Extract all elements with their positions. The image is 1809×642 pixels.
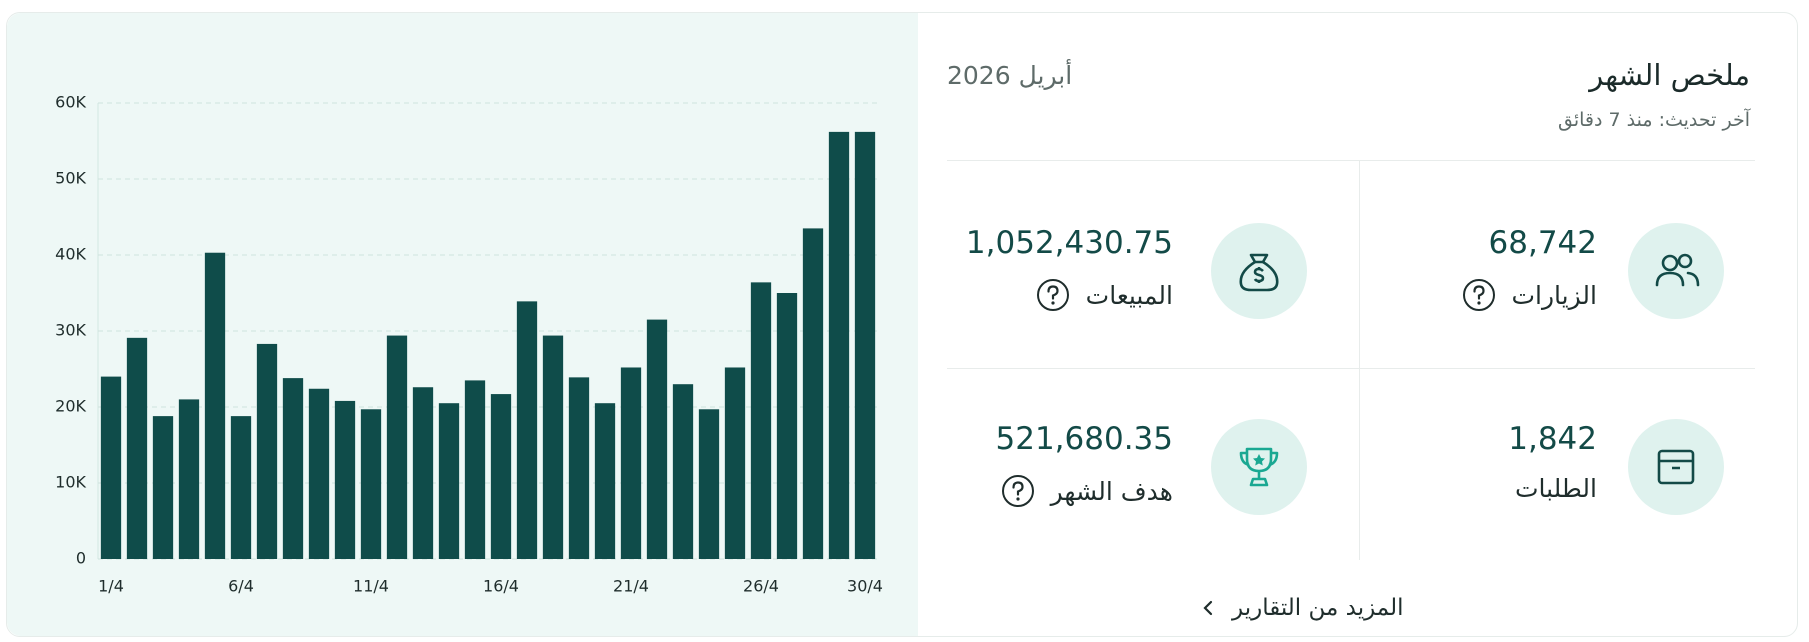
more-reports-link[interactable]: المزيد من التقارير: [1202, 595, 1404, 621]
bar: [750, 282, 772, 559]
chart: 0 10K 20K 30K 40K 50K 60K 1/4 6/4 11/4 16/4 21/4 26/…: [55, 93, 883, 596]
x-tick-label: 21/4: [613, 577, 649, 596]
moneybag-glyph: [1239, 253, 1279, 292]
bar: [386, 335, 408, 559]
bar: [724, 367, 746, 559]
y-tick-label: 60K: [55, 93, 86, 112]
box-glyph: [1657, 449, 1695, 485]
stat-value: 68,742: [1488, 225, 1597, 261]
bar: [594, 403, 616, 559]
divider: [947, 160, 1755, 161]
bar: [646, 319, 668, 559]
y-tick-label: 30K: [55, 321, 86, 340]
stat-label: الزيارات: [1462, 278, 1598, 312]
sales-icon: [1211, 223, 1307, 319]
bar: [490, 394, 512, 559]
x-tick-label: 26/4: [743, 577, 779, 596]
bar: [438, 403, 460, 559]
bar: [854, 131, 876, 559]
y-tick-label: 10K: [55, 473, 86, 492]
summary-card: 0 10K 20K 30K 40K 50K 60K 1/4 6/4 11/4 16/4 21/4 26/…: [6, 12, 1798, 637]
x-tick-label: 30/4: [847, 577, 883, 596]
bar: [568, 377, 590, 559]
period: أبريل 2026: [947, 61, 1073, 90]
stat-value: 1,842: [1508, 421, 1597, 457]
stat-value: 1,052,430.75: [965, 225, 1173, 261]
bar: [828, 131, 850, 559]
trophy-glyph: [1239, 447, 1279, 487]
bar: [698, 409, 720, 559]
chevron: [1203, 600, 1213, 616]
bar: [412, 387, 434, 559]
card-title: ملخص الشهر: [1589, 58, 1750, 92]
x-tick-label: 1/4: [98, 577, 124, 596]
y-tick-label: 20K: [55, 397, 86, 416]
stat-label-text: الزيارات: [1511, 280, 1598, 310]
bar: [100, 376, 122, 559]
help-icon[interactable]: [1001, 474, 1035, 508]
bar: [126, 337, 148, 559]
bar: [204, 252, 226, 559]
y-tick-label: 40K: [55, 245, 86, 264]
card-subtitle: آخر تحديث: منذ 7 دقائق: [1558, 109, 1750, 131]
bar: [230, 416, 252, 559]
divider: [1359, 160, 1360, 560]
stat-label-text: الطلبات: [1514, 474, 1597, 503]
bar: [802, 228, 824, 559]
goal-icon: [1211, 419, 1307, 515]
y-tick-label: 50K: [55, 169, 86, 188]
help-icon[interactable]: [1036, 278, 1070, 312]
bar: [152, 416, 174, 559]
y-tick-label: 0: [76, 549, 86, 568]
stat-value: 521,680.35: [995, 421, 1174, 457]
stat-label-text: المبيعات: [1085, 280, 1173, 310]
bar: [672, 384, 694, 559]
help-icon[interactable]: [1462, 278, 1496, 312]
bar: [178, 399, 200, 559]
bar: [360, 409, 382, 559]
link-text[interactable]: المزيد من التقارير: [1232, 595, 1404, 621]
bar: [308, 388, 330, 559]
bar: [776, 293, 798, 559]
x-tick-label: 11/4: [353, 577, 389, 596]
stat-label: المبيعات: [1036, 278, 1173, 312]
bar: [542, 335, 564, 559]
x-tick-label: 16/4: [483, 577, 519, 596]
users-glyph: [1655, 253, 1700, 287]
bar: [516, 301, 538, 559]
visits-icon: [1628, 223, 1724, 319]
bar: [620, 367, 642, 559]
chart-panel: 0 10K 20K 30K 40K 50K 60K 1/4 6/4 11/4 16/4 21/4 26/…: [7, 13, 918, 636]
divider: [947, 368, 1755, 369]
stat-label: الطلبات: [1515, 474, 1597, 503]
x-tick-label: 6/4: [228, 577, 254, 596]
bar: [282, 378, 304, 559]
bar: [256, 343, 278, 559]
orders-icon: [1628, 419, 1724, 515]
bar: [464, 380, 486, 559]
bar: [334, 400, 356, 559]
stat-label: هدف الشهر: [1001, 474, 1173, 508]
stat-label-text: هدف الشهر: [1050, 476, 1173, 506]
